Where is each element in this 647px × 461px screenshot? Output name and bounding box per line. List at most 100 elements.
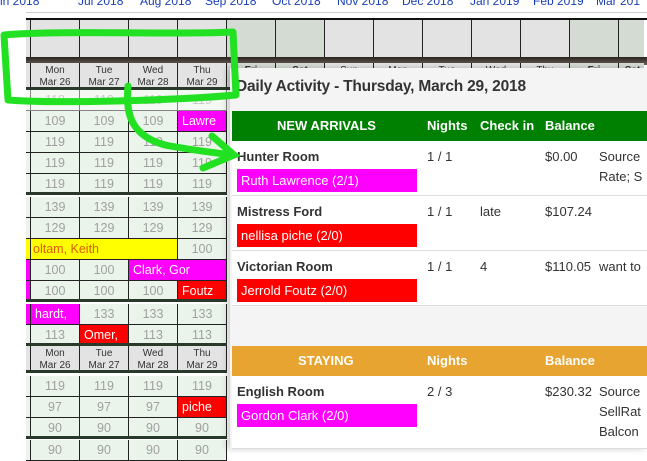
room-name: Mistress Ford (237, 204, 323, 219)
rate-cell: 119 (129, 132, 178, 152)
balance-value: $110.05 (545, 259, 592, 274)
rate-cell: 139 (31, 197, 80, 217)
rate-cell: 129 (129, 218, 178, 238)
activity-row[interactable]: Hunter Room Ruth Lawrence (2/1) 1 / 1 $0.00… (232, 141, 647, 196)
rate-cell: 119 (31, 153, 80, 173)
rate-cell: 90 (178, 418, 227, 436)
rate-cell: 119 (178, 132, 227, 152)
rate-cell: 119 (178, 376, 227, 396)
month-link[interactable]: Oct 2018 (272, 0, 321, 8)
nights-col-header: Nights (427, 353, 468, 368)
guest-name-badge[interactable]: Gordon Clark (2/0) (237, 404, 417, 427)
rate-cell: 100 (80, 281, 129, 299)
month-link[interactable]: in 2018 (0, 0, 40, 8)
month-link[interactable]: Feb 2019 (533, 0, 584, 8)
rate-cell: 90 (129, 418, 178, 436)
balance-col-header: Balance (545, 353, 595, 368)
notes-text: Rate; S (599, 169, 643, 184)
rate-cell: 97 (129, 397, 178, 417)
rate-cell: 119 (178, 153, 227, 173)
booking-block[interactable]: piche (178, 397, 227, 417)
notes-text: Source (599, 384, 641, 399)
rate-cell: 119 (80, 174, 129, 192)
day-of-week: Tue (95, 65, 113, 76)
nights-value: 1 / 1 (427, 149, 453, 164)
month-link[interactable]: Jul 2018 (78, 0, 124, 8)
date-header-cell: Wed Mar 28 (129, 63, 178, 88)
calendar-row: 119 119 119 119 (26, 90, 227, 111)
rate-cell: 139 (80, 197, 129, 217)
activity-row[interactable]: English Room Gordon Clark (2/0) 2 / 3 $230.… (232, 376, 647, 449)
room-name: Victorian Room (237, 259, 333, 274)
month-link[interactable]: Dec 2018 (402, 0, 454, 8)
rate-cell: 139 (178, 197, 227, 217)
day-of-week: Wed (142, 65, 164, 76)
rate-cell: 133 (129, 304, 178, 324)
rate-cell: 97 (80, 397, 129, 417)
month-link[interactable]: Sep 2018 (205, 0, 257, 8)
arrivals-header-label: NEW ARRIVALS (277, 118, 376, 133)
calendar-cell (26, 132, 31, 152)
rate-cell: 109 (31, 111, 80, 131)
date-label: Mar 26 (39, 77, 71, 88)
booking-block[interactable]: hardt, (31, 304, 80, 324)
divider (26, 12, 647, 13)
booking-block[interactable]: Lawre (178, 111, 227, 131)
rate-cell: 90 (178, 440, 227, 460)
guest-name-badge[interactable]: Ruth Lawrence (2/1) (237, 169, 417, 192)
calendar-top-cells (26, 18, 647, 58)
month-link[interactable]: Nov 2018 (337, 0, 389, 8)
date-header-cell: Mon Mar 26 (31, 63, 80, 88)
rate-cell: 109 (80, 111, 129, 131)
calendar-row: 119 119 119 119 (26, 132, 227, 153)
rate-cell: 119 (31, 132, 80, 152)
checkin-value: late (480, 204, 501, 219)
calendar-row: oltam, Keith 100 (26, 239, 227, 260)
notes-text: want to (599, 259, 641, 274)
rate-cell: 129 (31, 218, 80, 238)
date-header-row: Mon Mar 26 Tue Mar 27 Wed Mar 28 Thu Mar 29 (26, 346, 227, 373)
calendar-row: 129 129 129 129 (26, 218, 227, 239)
rate-cell: 129 (178, 218, 227, 238)
month-link[interactable]: Mar 201 (596, 0, 641, 8)
calendar-row: 119 119 119 119 (26, 376, 227, 397)
guest-name-badge[interactable]: Jerrold Foutz (2/0) (237, 279, 417, 302)
rate-cell: 119 (129, 153, 178, 173)
balance-value: $0.00 (545, 149, 578, 164)
booking-block[interactable]: oltam, Keith (31, 239, 178, 259)
calendar-cell (26, 239, 31, 259)
staying-header: STAYING Nights Balance (232, 346, 647, 376)
month-links: in 2018 Jul 2018 Aug 2018 Sep 2018 Oct 2… (0, 0, 647, 10)
balance-col-header: Balance (545, 118, 595, 133)
rate-cell: 100 (80, 260, 129, 280)
rate-cell: 90 (80, 418, 129, 436)
rate-cell: 119 (80, 90, 129, 110)
activity-row[interactable]: Victorian Room Jerrold Foutz (2/0) 1 / 1 4 $… (232, 251, 647, 306)
rate-cell: 100 (129, 281, 178, 299)
calendar-cell (26, 260, 31, 280)
month-link[interactable]: Aug 2018 (140, 0, 192, 8)
notes-text: Balcon (599, 424, 639, 439)
calendar-cell (26, 418, 31, 436)
booking-block[interactable]: Clark, Gor (129, 260, 227, 280)
room-name: Hunter Room (237, 149, 320, 164)
month-link[interactable]: Jan 2019 (470, 0, 520, 8)
calendar-cell (26, 281, 31, 299)
rate-cell: 139 (129, 197, 178, 217)
rate-cell: 90 (129, 440, 178, 460)
rate-cell: 119 (80, 376, 129, 396)
checkin-value: 4 (480, 259, 488, 274)
rate-cell: 100 (178, 239, 227, 259)
day-of-week: Wed (142, 348, 164, 359)
guest-name-badge[interactable]: nellisa piche (2/0) (237, 224, 417, 247)
booking-block[interactable]: Omer, (80, 325, 129, 343)
calendar-cell (26, 304, 31, 324)
rate-cell: 133 (178, 304, 227, 324)
date-label: Mar 28 (137, 360, 169, 371)
rate-cell: 90 (31, 440, 80, 460)
activity-row[interactable]: Mistress Ford nellisa piche (2/0) 1 / 1 lat… (232, 196, 647, 251)
booking-block[interactable]: Foutz (178, 281, 227, 299)
arrivals-header: NEW ARRIVALS Nights Check in Balance (232, 111, 647, 141)
balance-value: $230.32 (545, 384, 592, 399)
date-header-cell: Thu Mar 29 (178, 63, 227, 88)
